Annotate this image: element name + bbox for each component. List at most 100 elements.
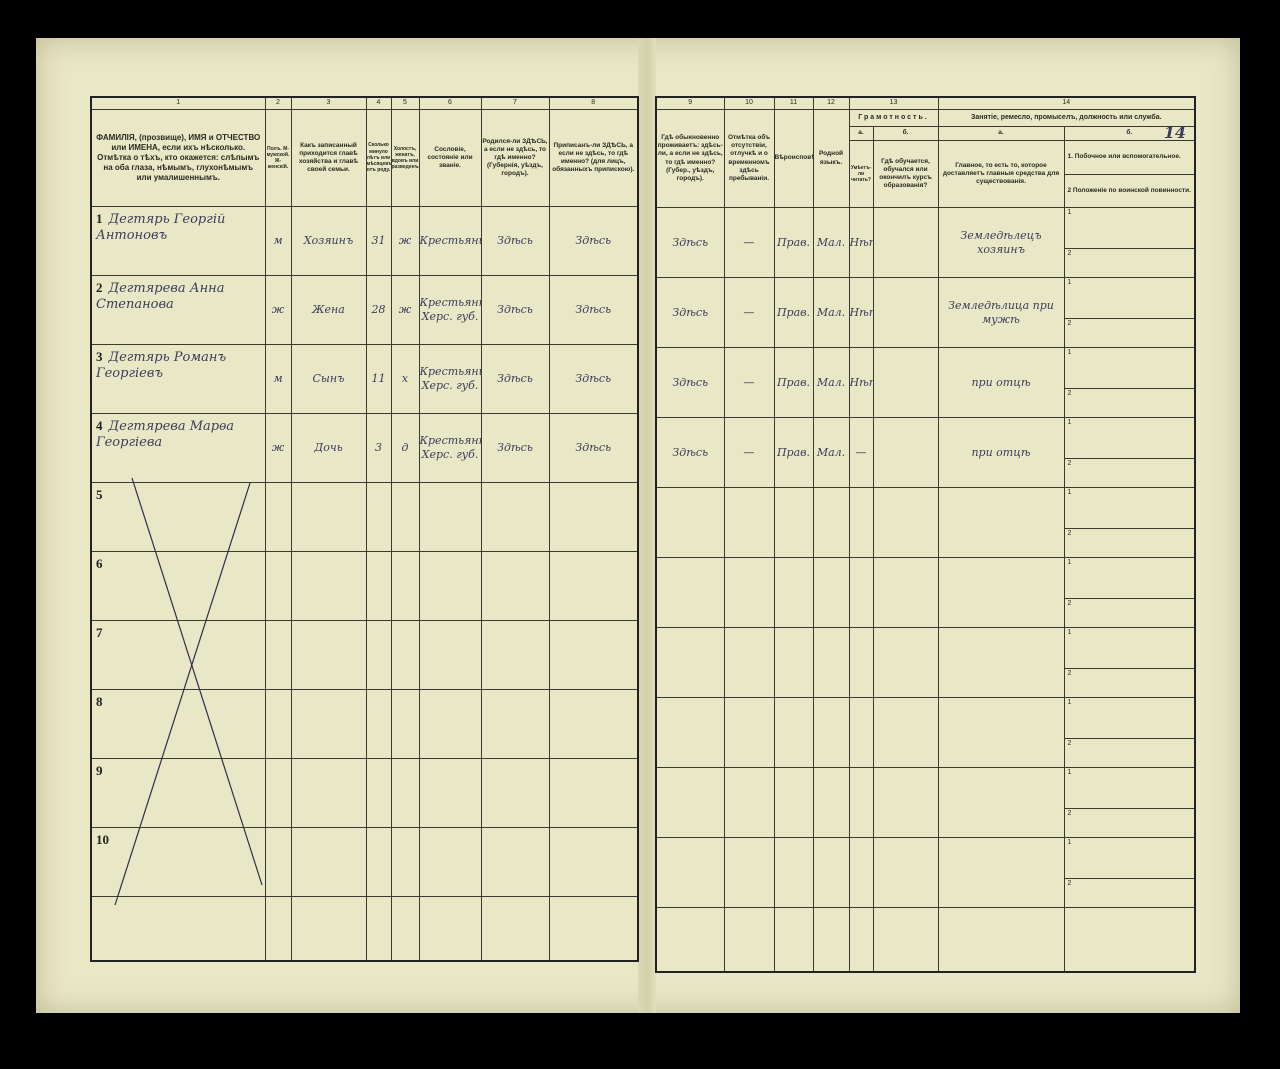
literate-cell	[848, 697, 874, 768]
residence-cell-text: Здѣсь	[672, 235, 709, 249]
language-cell	[812, 697, 850, 768]
sex-cell: ж	[264, 275, 292, 345]
blank-cell	[723, 907, 775, 972]
age-cell	[365, 689, 392, 759]
absence-cell	[723, 487, 775, 558]
occupation-cell: Земледѣлица при мужѣ	[937, 277, 1065, 348]
handwritten-page-number: 14	[1163, 126, 1187, 141]
header-14b-military: 2 Положеніе по воинской повинности.	[1067, 186, 1191, 194]
name-cell: 2 Дегтярева Анна Степанова	[90, 275, 266, 345]
sub-line-2: 2	[1065, 249, 1194, 277]
estate-cell-text: Крестьянинъ Херс. губ.	[419, 365, 480, 392]
sex-cell	[264, 689, 292, 759]
relation-cell-text: Жена	[312, 303, 345, 317]
sub-line-1: 1	[1065, 279, 1195, 319]
residence-cell-text: Здѣсь	[672, 305, 709, 319]
sub-label: 2	[1067, 460, 1072, 467]
estate-cell: Крестьянинъ	[418, 206, 482, 276]
relation-cell-text: Дочь	[314, 441, 343, 455]
marital-cell	[390, 482, 420, 552]
name-cell: 10	[90, 827, 266, 897]
sub-label: 2	[1067, 320, 1072, 327]
religion-cell	[773, 557, 814, 628]
name-cell: 1 Дегтярь Георгій Антоновъ	[90, 206, 266, 276]
relation-cell	[290, 758, 367, 828]
residence-cell	[655, 627, 725, 698]
blank-cell	[90, 896, 266, 961]
relation-cell: Сынъ	[290, 344, 367, 414]
name-cell: 7	[90, 620, 266, 690]
age-cell-text: 31	[371, 234, 386, 248]
sub-label: 1	[1067, 279, 1072, 286]
sex-cell: ж	[264, 413, 292, 483]
estate-cell	[418, 827, 482, 897]
sub-label: 1	[1067, 699, 1072, 706]
row-number: 10	[96, 832, 109, 847]
residence-cell: Здѣсь	[655, 417, 725, 488]
person-name: Дегтярева Анна Степанова	[96, 281, 225, 313]
language-cell	[812, 837, 850, 908]
cross-stroke	[131, 477, 263, 886]
residence-cell-text: Здѣсь	[672, 445, 709, 459]
marital-cell	[390, 827, 420, 897]
education-cell	[872, 207, 939, 278]
sub-label: 2	[1067, 530, 1072, 537]
born-cell-text: Здѣсь	[497, 303, 533, 317]
sub-line-2: 2	[1065, 879, 1194, 907]
sex-cell-text: ж	[271, 441, 285, 455]
residence-cell-text: Здѣсь	[672, 375, 709, 389]
absence-cell	[723, 697, 775, 768]
row-number: 5	[96, 487, 103, 502]
left-page-table: 1 2 3 4 5 6 7 8 ФАМИЛІЯ, (прозвище), ИМЯ…	[90, 96, 639, 962]
header-residence: Гдѣ обыкновенно проживаетъ: здѣсь-ли, а …	[655, 109, 725, 208]
absence-cell-text: —	[743, 445, 755, 459]
language-cell: Мал.	[812, 417, 850, 488]
blank-cell	[290, 896, 367, 961]
language-cell: Мал.	[812, 207, 850, 278]
age-cell-text: 28	[371, 303, 386, 317]
literate-cell-text: Нѣтъ	[849, 375, 872, 389]
sex-cell-text: м	[273, 234, 283, 248]
born-cell	[480, 827, 550, 897]
estate-cell-text: Крестьянка Херс. губ.	[419, 434, 480, 461]
language-cell-text: Мал.	[816, 235, 846, 249]
language-cell: Мал.	[812, 277, 850, 348]
occupation-cell	[937, 697, 1065, 768]
sub-label: 2	[1067, 670, 1072, 677]
header-estate: Сословіе, состояніе или званіе.	[418, 109, 482, 207]
born-cell-text: Здѣсь	[497, 441, 533, 455]
registered-cell	[548, 551, 639, 621]
occupation-cell	[937, 557, 1065, 628]
sub-label: 2	[1067, 880, 1072, 887]
marital-cell-text: ж	[398, 234, 412, 248]
marital-cell: х	[390, 344, 420, 414]
blank-cell	[937, 907, 1065, 972]
cross-stroke	[114, 482, 251, 906]
registered-cell-text: Здѣсь	[575, 441, 612, 455]
table-row: 10	[90, 827, 639, 897]
table-row: 1 Дегтярь Георгій Антоновъ м Хозяинъ 31 ж Крес…	[90, 206, 639, 276]
header-14a: Главное, то есть то, которое доставляетъ…	[937, 140, 1065, 208]
sub-line-1: 1	[1065, 489, 1195, 529]
sub-line-1: 1	[1065, 209, 1195, 249]
header-13b: Гдѣ обучается, обучался или окончилъ кур…	[872, 140, 939, 208]
residence-cell: Здѣсь	[655, 277, 725, 348]
sub-line-2: 2	[1065, 319, 1194, 347]
sub-line-2: 2	[1065, 529, 1194, 557]
sub-label: 1	[1067, 769, 1072, 776]
table-row: Здѣсь — Прав. Мал. — при отцѣ 1 2	[655, 417, 1196, 488]
sub-line-2: 2	[1065, 809, 1194, 837]
registered-cell	[548, 620, 639, 690]
absence-cell	[723, 837, 775, 908]
sub-line-2: 2	[1065, 389, 1194, 417]
absence-cell-text: —	[743, 375, 755, 389]
blank-cell	[1063, 907, 1196, 972]
age-cell-text: 3	[375, 441, 382, 455]
sub-label: 1	[1067, 419, 1072, 426]
born-cell-text: Здѣсь	[497, 372, 533, 386]
header-subrow: Умѣетъ-ли читать? Гдѣ обучается, обучалс…	[656, 140, 1196, 208]
